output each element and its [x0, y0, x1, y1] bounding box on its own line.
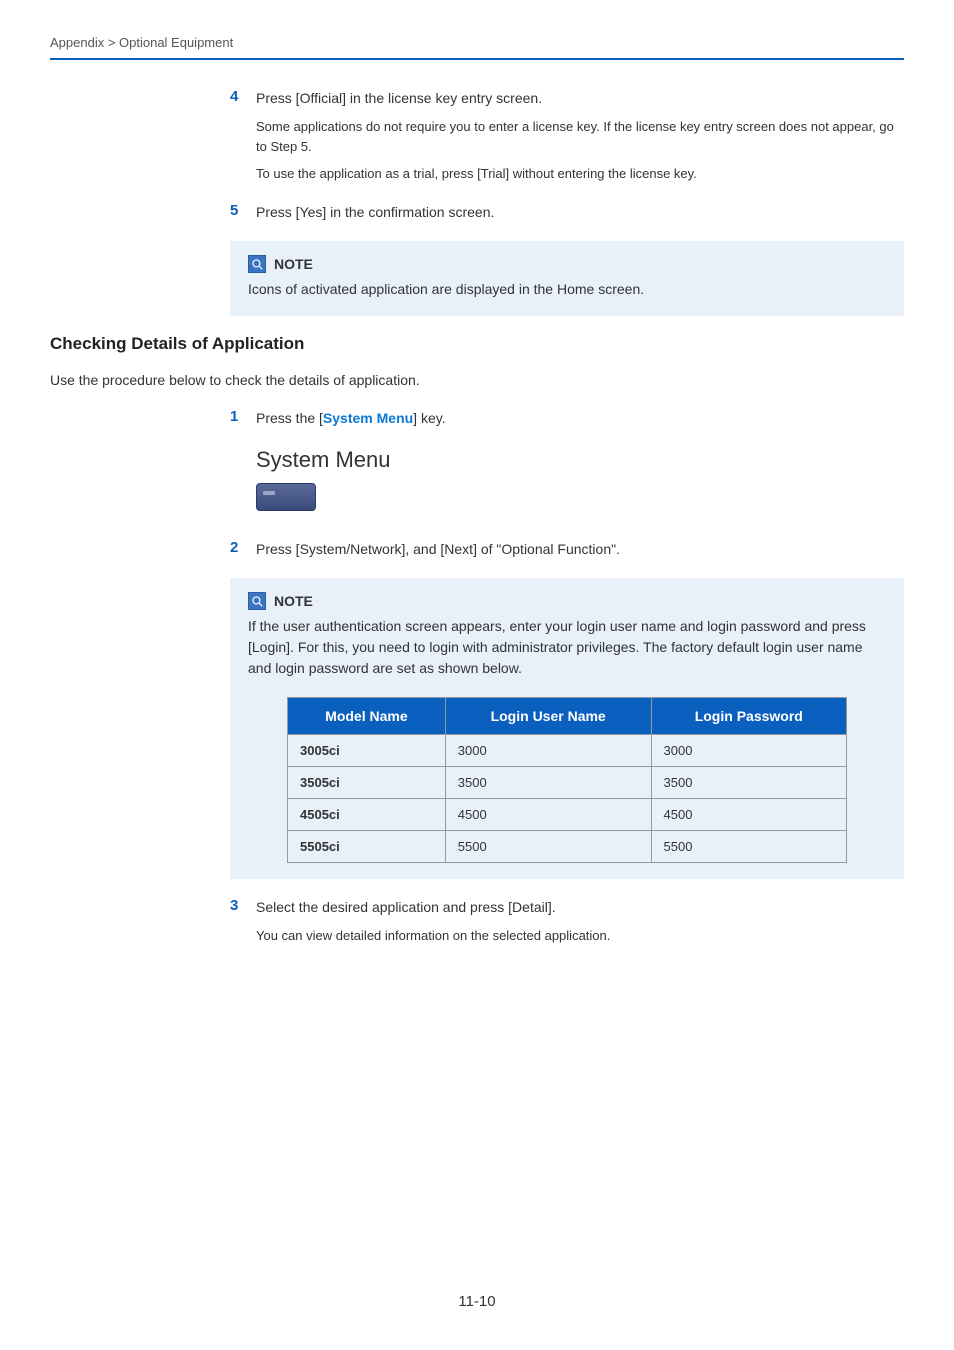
step-text-suffix: ] key. — [413, 410, 445, 426]
step-5: 5 Press [Yes] in the confirmation screen… — [230, 202, 904, 223]
table-cell: 5500 — [445, 830, 651, 862]
step-text: Press [System/Network], and [Next] of "O… — [256, 539, 904, 560]
step-number: 1 — [230, 408, 246, 429]
note-text: If the user authentication screen appear… — [248, 616, 886, 679]
step-text: Press [Yes] in the confirmation screen. — [256, 202, 904, 223]
note-box: NOTE Icons of activated application are … — [230, 241, 904, 316]
table-cell: 3500 — [651, 766, 846, 798]
page-number: 11-10 — [0, 1293, 954, 1310]
note-label: NOTE — [274, 256, 313, 272]
table-row: 4505ci 4500 4500 — [288, 798, 847, 830]
step-text: Press [Official] in the license key entr… — [256, 88, 904, 109]
system-menu-label: System Menu — [256, 447, 904, 473]
table-cell: 4505ci — [288, 798, 446, 830]
table-cell: 4500 — [445, 798, 651, 830]
note-box: NOTE If the user authentication screen a… — [230, 578, 904, 879]
step-number: 3 — [230, 897, 246, 946]
table-cell: 5500 — [651, 830, 846, 862]
note-label: NOTE — [274, 593, 313, 609]
section-heading: Checking Details of Application — [50, 334, 904, 354]
table-row: 3505ci 3500 3500 — [288, 766, 847, 798]
step-1: 1 Press the [System Menu] key. System Me… — [230, 408, 904, 511]
table-cell: 3000 — [651, 734, 846, 766]
step-sub-text: To use the application as a trial, press… — [256, 164, 904, 184]
header-rule — [50, 58, 904, 60]
step-4: 4 Press [Official] in the license key en… — [230, 88, 904, 184]
table-header: Model Name — [288, 697, 446, 734]
table-cell: 5505ci — [288, 830, 446, 862]
table-header: Login Password — [651, 697, 846, 734]
note-icon — [248, 592, 266, 610]
system-menu-key-icon — [256, 483, 316, 511]
table-cell: 3005ci — [288, 734, 446, 766]
step-number: 2 — [230, 539, 246, 560]
system-menu-widget: System Menu — [256, 447, 904, 511]
step-text: Select the desired application and press… — [256, 897, 904, 918]
step-text: Press the [System Menu] key. — [256, 408, 904, 429]
step-sub-text: You can view detailed information on the… — [256, 926, 904, 946]
table-cell: 3500 — [445, 766, 651, 798]
note-icon — [248, 255, 266, 273]
step-sub-text: Some applications do not require you to … — [256, 117, 904, 156]
table-row: 3005ci 3000 3000 — [288, 734, 847, 766]
table-row: 5505ci 5500 5500 — [288, 830, 847, 862]
step-number: 4 — [230, 88, 246, 184]
note-text: Icons of activated application are displ… — [248, 279, 886, 300]
system-menu-link: System Menu — [323, 410, 413, 426]
breadcrumb: Appendix > Optional Equipment — [50, 35, 904, 50]
login-table: Model Name Login User Name Login Passwor… — [287, 697, 847, 863]
step-2: 2 Press [System/Network], and [Next] of … — [230, 539, 904, 560]
intro-text: Use the procedure below to check the det… — [50, 372, 904, 388]
table-cell: 4500 — [651, 798, 846, 830]
step-3: 3 Select the desired application and pre… — [230, 897, 904, 946]
step-number: 5 — [230, 202, 246, 223]
table-header: Login User Name — [445, 697, 651, 734]
table-cell: 3000 — [445, 734, 651, 766]
step-text-prefix: Press the [ — [256, 410, 323, 426]
table-cell: 3505ci — [288, 766, 446, 798]
